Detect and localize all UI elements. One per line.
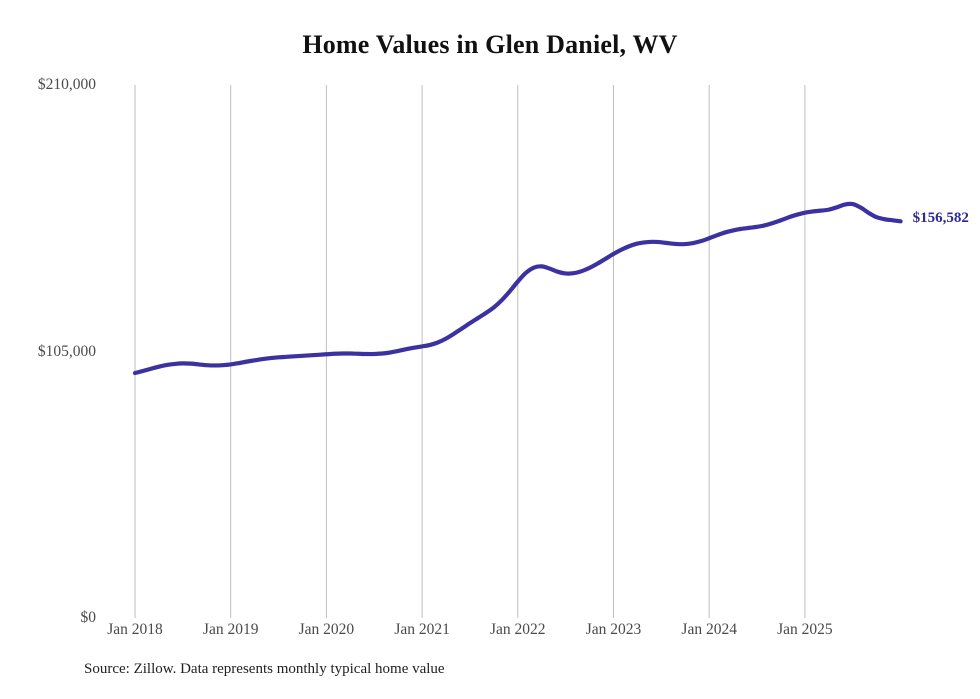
x-axis-tick-jan-2019: Jan 2019 — [202, 621, 259, 638]
x-axis-tick-jan-2024: Jan 2024 — [681, 621, 737, 638]
x-axis-tick-jan-2020: Jan 2020 — [298, 621, 355, 638]
y-axis-tick-top: $210,000 — [37, 76, 96, 93]
x-axis-tick-jan-2022: Jan 2022 — [490, 621, 546, 638]
page-title: Home Values in Glen Daniel, WV — [302, 30, 678, 59]
gridlines-group — [134, 85, 806, 618]
series-group — [132, 201, 903, 376]
end-value-annotation: $156,582 — [912, 210, 969, 227]
x-axis-tick-jan-2023: Jan 2023 — [585, 621, 642, 638]
x-axis-tick-jan-2018: Jan 2018 — [107, 621, 163, 638]
x-axis-tick-jan-2025: Jan 2025 — [777, 621, 833, 638]
x-axis-tick-jan-2021: Jan 2021 — [394, 621, 450, 638]
value-line — [132, 201, 903, 376]
source-note: Source: Zillow. Data represents monthly … — [84, 661, 445, 677]
y-axis-tick-middle: $105,000 — [37, 343, 96, 360]
y-axis-tick-bottom: $0 — [80, 609, 97, 626]
